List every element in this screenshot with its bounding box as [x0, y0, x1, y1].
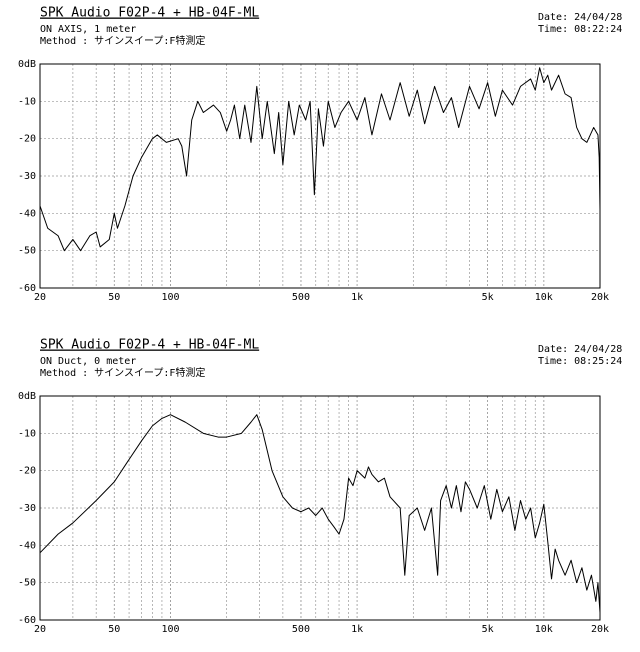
- x-tick-label: 5k: [482, 292, 494, 303]
- subtitle: ON AXIS, 1 meter: [40, 24, 136, 35]
- time: Time: 08:25:24: [538, 356, 622, 367]
- x-tick-label: 10k: [535, 624, 553, 635]
- plot-frame: [39, 63, 601, 289]
- time: Time: 08:22:24: [538, 24, 622, 35]
- response-line: [39, 67, 601, 252]
- x-tick-label: 20k: [591, 292, 609, 303]
- y-tick-label: -40: [18, 540, 36, 551]
- x-tick-label: 1k: [351, 292, 363, 303]
- x-tick-label: 20: [34, 624, 46, 635]
- y-tick-label: -10: [18, 96, 36, 107]
- x-tick-label: 50: [108, 624, 120, 635]
- x-tick-label: 50: [108, 292, 120, 303]
- y-tick-label: -50: [18, 246, 36, 257]
- y-tick-label: -60: [18, 615, 36, 626]
- x-tick-label: 100: [161, 292, 179, 303]
- response-line: [39, 414, 601, 613]
- y-tick-label: -30: [18, 171, 36, 182]
- x-tick-label: 500: [292, 624, 310, 635]
- chart-title: SPK Audio F02P-4 + HB-04F-ML: [40, 338, 259, 353]
- y-tick-label: -30: [18, 503, 36, 514]
- y-tick-label: -20: [18, 466, 36, 477]
- chart-title: SPK Audio F02P-4 + HB-04F-ML: [40, 6, 259, 21]
- subtitle: ON Duct, 0 meter: [40, 356, 136, 367]
- y-tick-label: -20: [18, 134, 36, 145]
- subtitle: Method : サインスイープ:F特測定: [40, 34, 205, 47]
- y-tick-label: 0dB: [18, 59, 36, 70]
- plot-frame: [39, 395, 601, 621]
- x-tick-label: 1k: [351, 624, 363, 635]
- y-tick-label: 0dB: [18, 391, 36, 402]
- x-tick-label: 5k: [482, 624, 494, 635]
- subtitle: Method : サインスイープ:F特測定: [40, 366, 205, 379]
- x-tick-label: 20: [34, 292, 46, 303]
- x-tick-label: 10k: [535, 292, 553, 303]
- x-tick-label: 20k: [591, 624, 609, 635]
- x-tick-label: 100: [161, 624, 179, 635]
- y-tick-label: -40: [18, 208, 36, 219]
- x-tick-label: 500: [292, 292, 310, 303]
- date: Date: 24/04/28: [538, 344, 622, 355]
- date: Date: 24/04/28: [538, 12, 622, 23]
- y-tick-label: -50: [18, 578, 36, 589]
- y-tick-label: -60: [18, 283, 36, 294]
- y-tick-label: -10: [18, 428, 36, 439]
